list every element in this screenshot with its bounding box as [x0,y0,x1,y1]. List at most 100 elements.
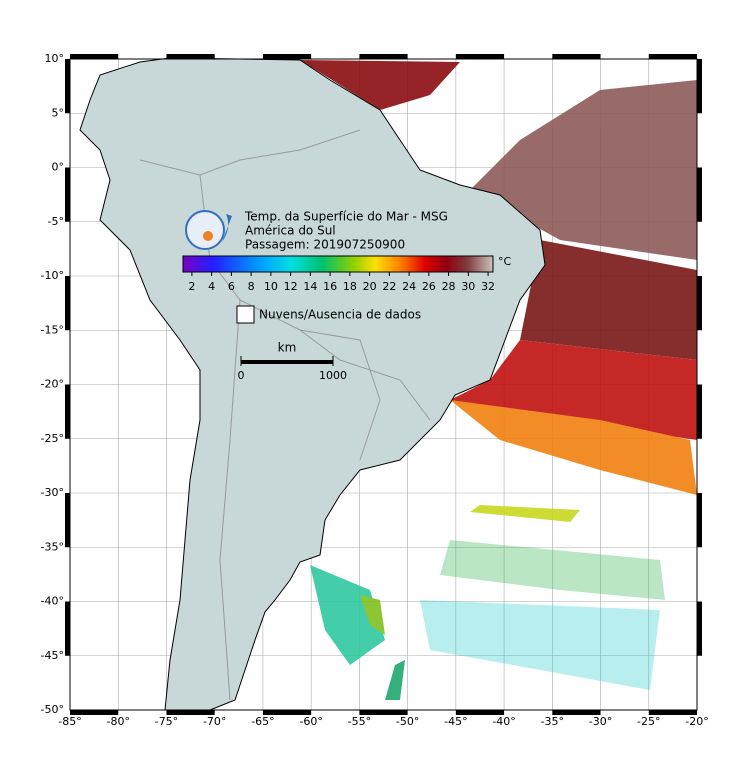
frame-bar [455,710,505,715]
frame-bar [70,54,119,59]
frame-bar [697,493,702,548]
sst-patch [470,505,580,522]
x-tick-label: -55° [348,715,371,728]
no-data-label: Nuvens/Ausencia de dados [259,308,421,322]
frame-bar [65,493,70,548]
x-tick-label: -35° [541,715,564,728]
y-tick-label: 10° [45,52,65,65]
colorbar-tick-label: 26 [422,280,436,293]
scale-bar-body [241,360,333,364]
borders [139,129,431,701]
colorbar-tick-label: 24 [402,280,416,293]
frame-bar [359,54,408,59]
x-tick-label: -80° [106,715,129,728]
y-tick-label: -25° [41,432,64,445]
y-tick-label: -15° [41,323,64,336]
logo-circle [185,210,225,250]
frame-bars [65,54,702,715]
x-tick-label: -40° [492,715,515,728]
colorbar-tick-label: 22 [382,280,396,293]
scale-bar: 0 1000 [238,356,347,382]
frame-bar [697,59,702,114]
sst-patch [450,400,697,495]
logo-arrow [222,214,232,242]
y-tick-label: 0° [52,161,65,174]
y-tick-label: -50° [41,703,64,716]
sst-patch [385,660,405,700]
frame-bar [262,54,312,59]
sst-patch [470,80,697,260]
frame-bar [166,710,215,715]
x-tick-label: -70° [203,715,226,728]
colorbar-tick-label: 30 [461,280,475,293]
frame-bar [648,710,697,715]
x-tick-label: -65° [251,715,274,728]
colorbar-tick-label: 8 [248,280,255,293]
scale-tick-label: 0 [238,369,245,382]
colorbar-tick-label: 14 [303,280,317,293]
sst-patch [520,240,697,360]
logo-dot [203,231,213,241]
sst-patch [440,540,665,600]
x-tick-label: -85° [58,715,81,728]
sst-patch [450,340,697,440]
x-tick-label: -50° [396,715,419,728]
colorbar-ticks: 2 4 6 8 10 12 14 16 18 20 22 24 26 28 30 32 [188,272,495,293]
frame-bar [648,54,697,59]
sst-patch [310,565,385,665]
y-tick-label: -40° [41,595,64,608]
x-tick-label: -20° [685,715,708,728]
colorbar-unit: °C [498,255,512,268]
frame-bar [697,167,702,222]
colorbar-tick-label: 32 [481,280,495,293]
colorbar-tick-label: 6 [228,280,235,293]
frame-bar [65,59,70,114]
colorbar-tick-label: 12 [284,280,298,293]
frame-bar [697,601,702,656]
y-tick-label: 5° [52,106,65,119]
scale-tick-label: 1000 [319,369,347,382]
colorbar-tick-label: 4 [208,280,215,293]
frame-bar [359,710,408,715]
frame-bar [697,276,702,331]
no-data-swatch [236,305,255,324]
sst-patch [360,595,385,635]
frame-bar [697,384,702,439]
x-tick-label: -75° [155,715,178,728]
frame-bar [65,167,70,222]
x-tick-label: -45° [444,715,467,728]
title-line: América do Sul [245,224,336,238]
y-tick-label: -5° [48,215,64,228]
colorbar-tick-label: 18 [343,280,357,293]
scale-unit: km [278,341,297,355]
colorbar-tick-label: 2 [188,280,195,293]
y-tick-label: -10° [41,269,64,282]
sst-patch [420,600,660,690]
y-tick-label: -20° [41,378,64,391]
frame-bar [166,54,215,59]
colorbar-tick-label: 10 [264,280,278,293]
frame-bar [70,710,119,715]
frame-bar [65,601,70,656]
frame-bar [262,710,312,715]
logo [185,210,232,250]
colorbar-tick-label: 28 [442,280,456,293]
sst-patch [300,60,460,110]
sst-patches [300,60,697,700]
colorbar [182,255,494,273]
y-tick-label: -35° [41,540,64,553]
frame-bar [552,54,601,59]
x-tick-label: -30° [589,715,612,728]
y-tick-label: -30° [41,486,64,499]
title-line: Passagem: 201907250900 [245,238,405,252]
frame-bar [65,276,70,331]
axis-labels: -85° -80° -75° -70° -65° -60° -55° -50° -45° -40°… [41,52,709,728]
colorbar-tick-label: 20 [363,280,377,293]
frame-bar [552,710,601,715]
border-line [139,129,431,701]
colorbar-tick-label: 16 [323,280,337,293]
frame-bar [455,54,505,59]
y-tick-label: -45° [41,649,64,662]
frame-bar [65,384,70,439]
